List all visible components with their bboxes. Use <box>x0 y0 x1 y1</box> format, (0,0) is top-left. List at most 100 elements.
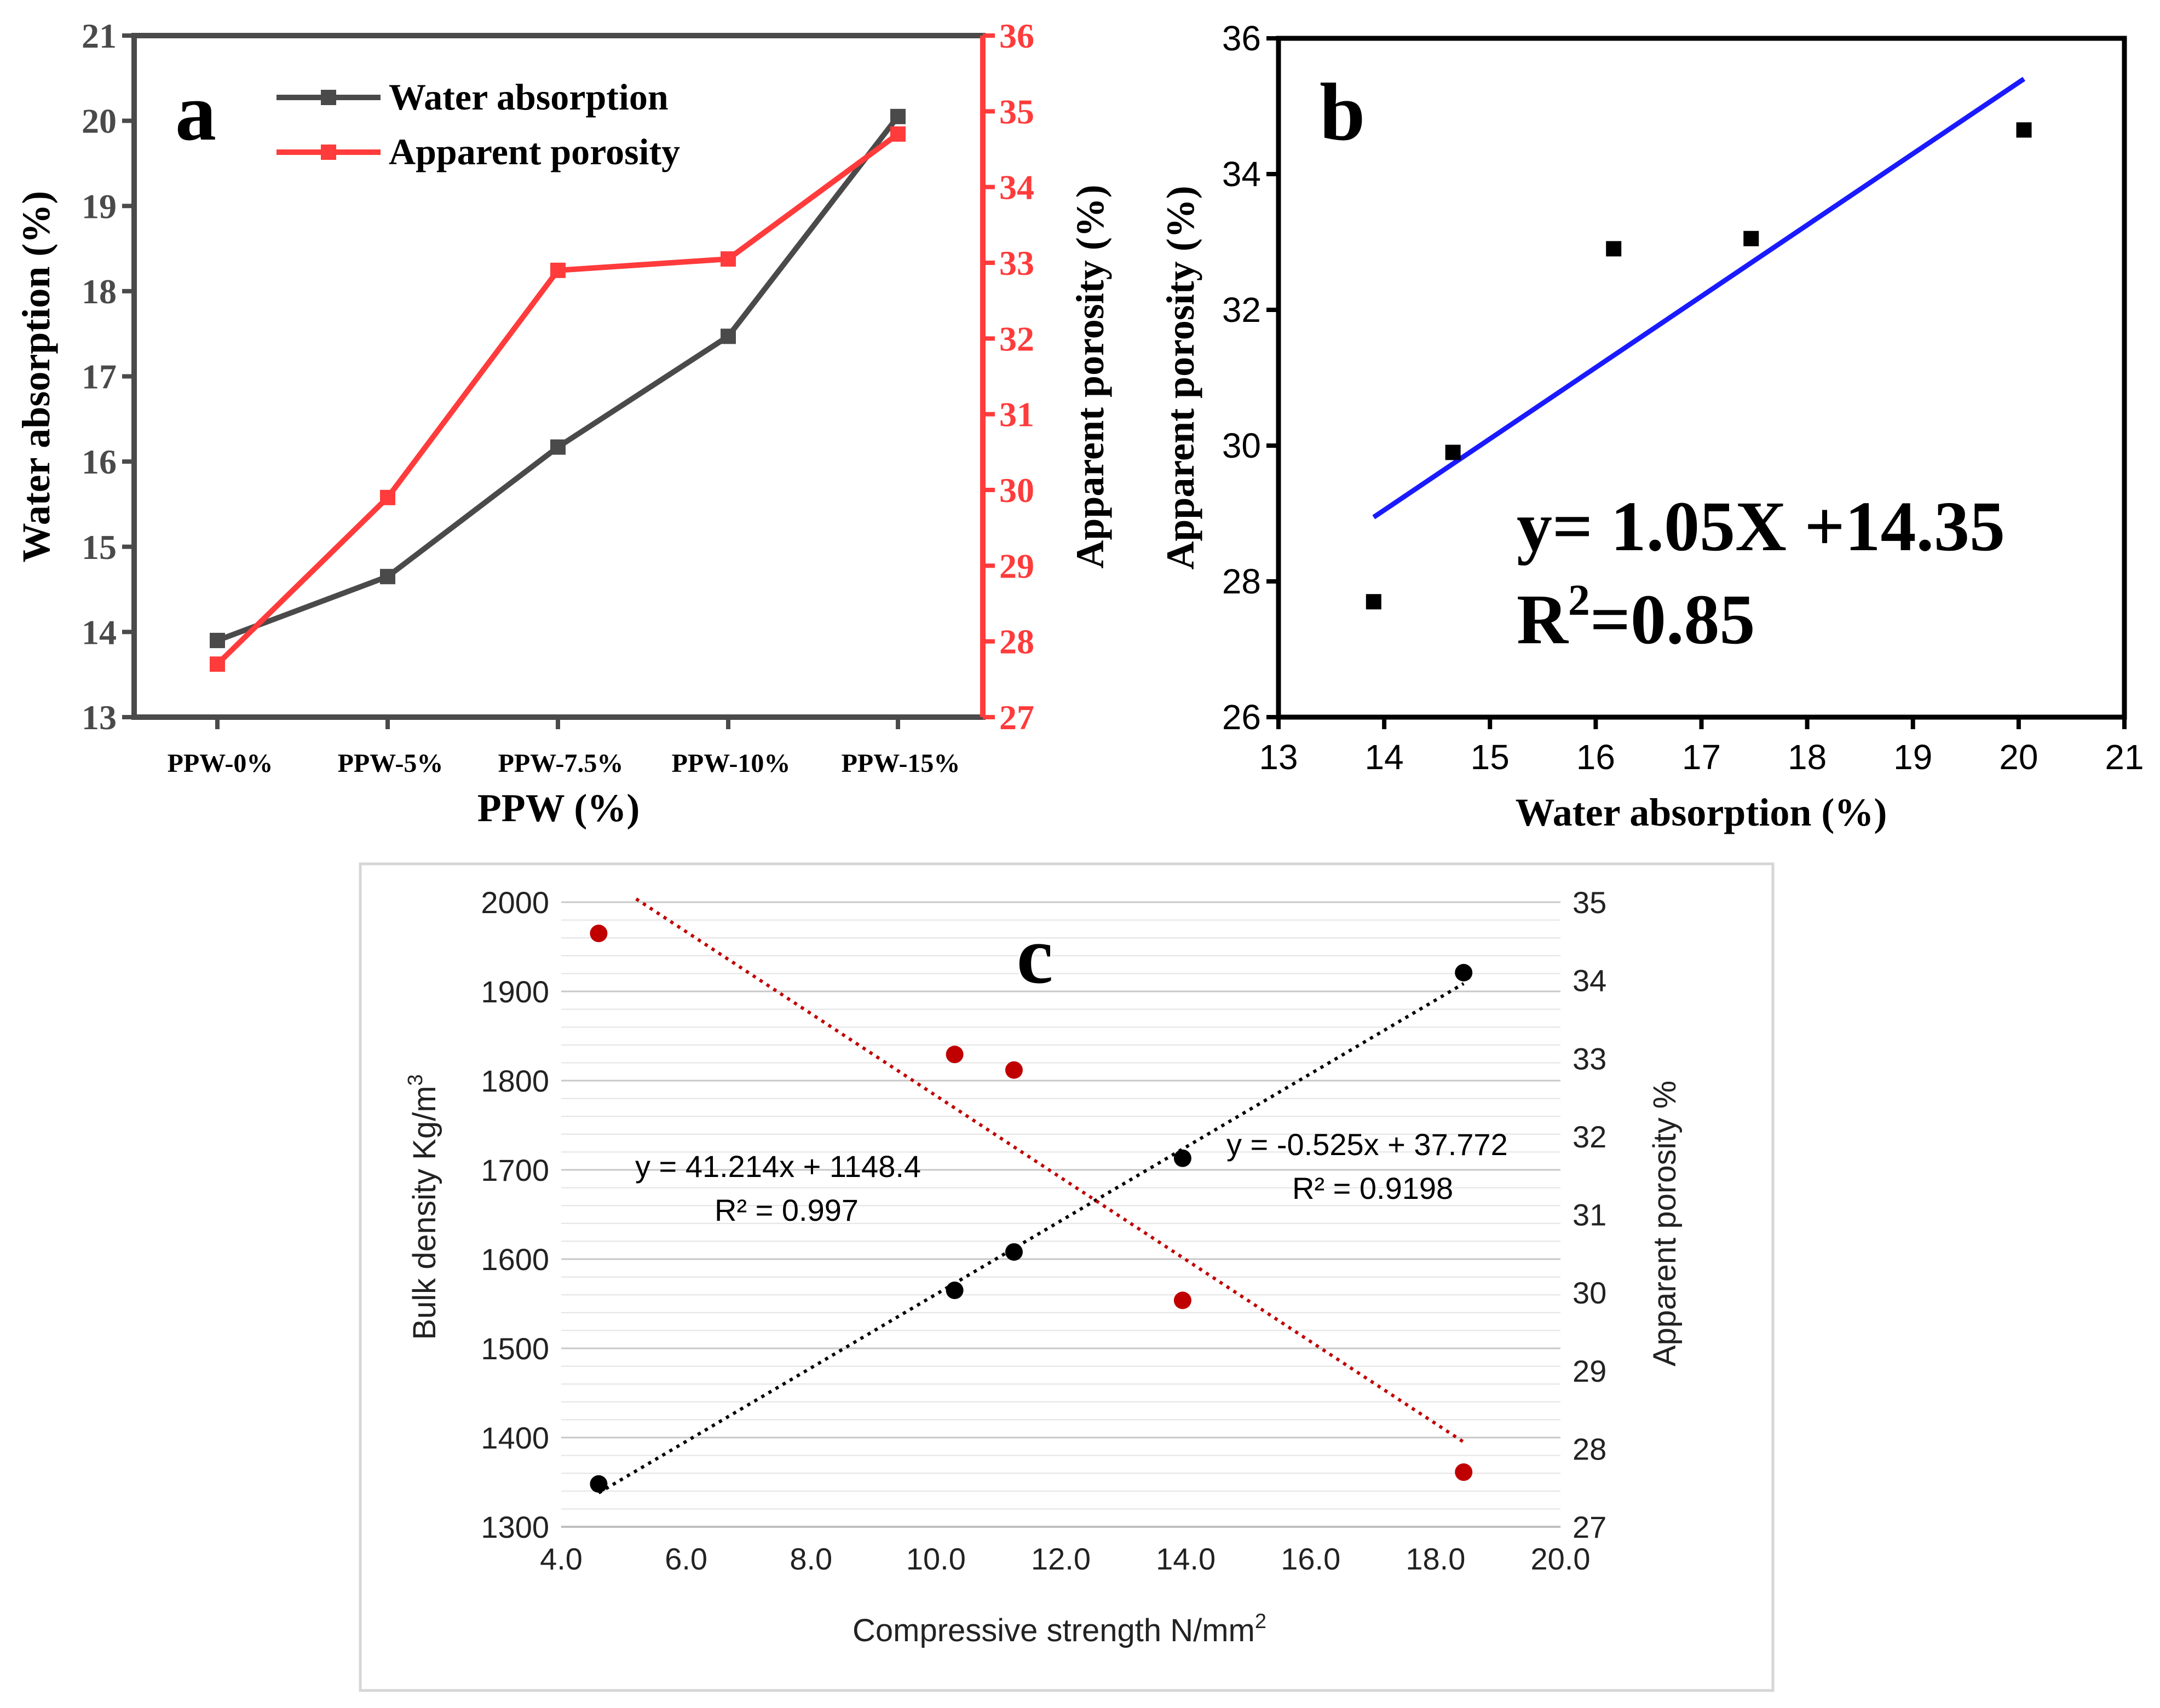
panel-a-legend: Water absorption Apparent porosity <box>277 76 680 172</box>
panel-b-y-ticks: 26 28 30 32 34 36 <box>1222 19 1278 737</box>
panel-c-y-ticks: 1300 1400 1500 1600 1700 1800 1900 2000 <box>481 885 549 1544</box>
c-data-point <box>1005 1061 1023 1079</box>
panel-c-label: c <box>1017 910 1053 1001</box>
panel-b-r2-suffix: =0.85 <box>1590 580 1755 659</box>
panel-a-x-axis-title: PPW (%) <box>477 786 640 830</box>
c-data-point <box>590 1475 608 1493</box>
c-y-tick-label: 1400 <box>481 1421 549 1455</box>
a-series-marker <box>550 439 566 455</box>
c-data-point <box>946 1046 964 1064</box>
c-y2-tick-label: 33 <box>1573 1041 1606 1076</box>
a-series-line <box>215 131 900 666</box>
b-x-tick-label: 18 <box>1788 737 1827 777</box>
a-x-tick-label: PPW-0% <box>168 749 273 778</box>
c-data-point <box>1455 963 1473 982</box>
a-left-tick-label: 20 <box>82 102 117 141</box>
c-data-point <box>1455 1463 1473 1481</box>
panel-a-x-ticks: PPW-0% PPW-5% PPW-7.5% PPW-10% PPW-15% <box>168 717 960 778</box>
c-y-tick-label: 2000 <box>481 885 549 920</box>
c-y2-tick-label: 32 <box>1573 1120 1606 1154</box>
panel-a-left-ticks: 13 14 15 16 17 18 19 20 21 <box>82 16 134 737</box>
panel-c-trendlines <box>597 897 1465 1495</box>
c-x-tick-label: 18.0 <box>1406 1542 1465 1576</box>
b-data-point <box>1743 230 1759 246</box>
b-x-tick-label: 17 <box>1682 737 1721 777</box>
c-x-tick-label: 12.0 <box>1031 1542 1091 1576</box>
panel-c-x-axis-title-text: Compressive strength N/mm <box>853 1613 1255 1648</box>
a-series-marker <box>890 126 906 142</box>
a-left-tick-label: 21 <box>82 16 117 55</box>
a-series-marker <box>721 328 736 344</box>
panel-c-x-axis-title-sup: 2 <box>1255 1610 1266 1633</box>
a-left-tick-label: 15 <box>82 528 117 567</box>
c-y-tick-label: 1800 <box>481 1064 549 1098</box>
panel-b-label: b <box>1320 67 1365 158</box>
panel-b-r2-prefix: R <box>1517 580 1569 659</box>
panel-c-y-axis-title: Bulk density Kg/m3 <box>404 1074 442 1340</box>
panel-c: 1300 1400 1500 1600 1700 1800 1900 2000 27 28 29 3… <box>359 862 1775 1692</box>
a-x-tick-label: PPW-7.5% <box>498 749 624 778</box>
c-y2-tick-label: 28 <box>1573 1432 1606 1466</box>
panel-c-series <box>590 925 1473 1493</box>
b-x-tick-label: 14 <box>1365 737 1404 777</box>
a-right-tick-label: 30 <box>999 471 1034 510</box>
a-left-tick-label: 13 <box>82 698 117 737</box>
a-series-marker <box>380 489 395 505</box>
panel-c-y2-axis-title: Apparent porosity % <box>1647 1081 1683 1366</box>
b-data-point <box>1445 445 1461 460</box>
a-x-tick-label: PPW-10% <box>672 749 791 778</box>
a-right-tick-label: 31 <box>999 395 1034 434</box>
a-series-marker <box>721 251 736 267</box>
a-left-tick-label: 18 <box>82 272 117 311</box>
panel-b-equation: y= 1.05X +14.35 <box>1517 487 2005 566</box>
c-y2-tick-label: 30 <box>1573 1276 1606 1310</box>
c-y2-tick-label: 34 <box>1573 963 1606 998</box>
a-right-tick-label: 36 <box>999 16 1034 55</box>
panel-a-y-axis-title: Water absorption (%) <box>14 191 58 563</box>
c-x-tick-label: 16.0 <box>1281 1542 1340 1576</box>
c-data-point <box>1005 1243 1023 1261</box>
c-y2-tick-label: 35 <box>1573 885 1606 920</box>
panel-b-x-axis-title: Water absorption (%) <box>1516 790 1887 834</box>
a-left-tick-label: 19 <box>82 187 117 226</box>
panel-c-right-r-squared: R² = 0.9198 <box>1292 1171 1453 1205</box>
c-x-tick-label: 8.0 <box>790 1542 832 1576</box>
a-right-tick-label: 33 <box>999 244 1034 282</box>
c-y2-tick-label: 31 <box>1573 1198 1606 1232</box>
c-y2-tick-label: 29 <box>1573 1354 1606 1388</box>
panel-c-x-ticks: 4.0 6.0 8.0 10.0 12.0 14.0 16.0 18.0 20.0 <box>540 1542 1590 1576</box>
panel-b-y-axis-title: Apparent porosity (%) <box>1159 186 1202 569</box>
panel-a-y2-axis-title: Apparent porosity (%) <box>1068 184 1112 568</box>
c-x-tick-label: 20.0 <box>1531 1542 1591 1576</box>
b-y-tick-label: 26 <box>1222 697 1261 737</box>
a-series-marker <box>210 656 225 672</box>
b-y-tick-label: 32 <box>1222 290 1261 330</box>
b-x-tick-label: 15 <box>1471 737 1510 777</box>
c-x-tick-label: 4.0 <box>540 1542 583 1576</box>
c-data-point <box>590 925 608 943</box>
panel-b-r2-sup: 2 <box>1568 576 1590 625</box>
c-data-point <box>1173 1149 1191 1167</box>
b-trendline <box>1372 77 2026 520</box>
panel-c-left-equation: y = 41.214x + 1148.4 <box>635 1149 921 1184</box>
b-data-point <box>1366 594 1381 610</box>
a-series-marker <box>380 569 395 585</box>
b-y-tick-label: 36 <box>1222 19 1261 58</box>
c-x-tick-label: 10.0 <box>906 1542 966 1576</box>
a-x-tick-label: PPW-15% <box>842 749 960 778</box>
b-x-tick-label: 16 <box>1576 737 1615 777</box>
panel-b-r-squared: R2=0.85 <box>1517 576 1755 659</box>
panel-c-y2-ticks: 27 28 29 30 31 32 33 34 35 <box>1573 885 1606 1544</box>
a-right-tick-label: 28 <box>999 622 1034 661</box>
c-y-tick-label: 1900 <box>481 974 549 1009</box>
a-right-tick-label: 27 <box>999 698 1034 737</box>
c-x-tick-label: 6.0 <box>665 1542 707 1576</box>
c-y2-tick-label: 27 <box>1573 1510 1606 1544</box>
panel-b: 26 28 30 32 34 36 13 14 15 16 17 18 19 20 21 b y= 1.0… <box>1159 19 2144 834</box>
c-y-tick-label: 1700 <box>481 1153 549 1187</box>
panel-c-right-equation: y = -0.525x + 37.772 <box>1226 1127 1508 1162</box>
panel-c-x-axis-title: Compressive strength N/mm2 <box>853 1610 1266 1648</box>
a-right-tick-label: 32 <box>999 319 1034 358</box>
a-legend-label: Water absorption <box>389 76 669 118</box>
